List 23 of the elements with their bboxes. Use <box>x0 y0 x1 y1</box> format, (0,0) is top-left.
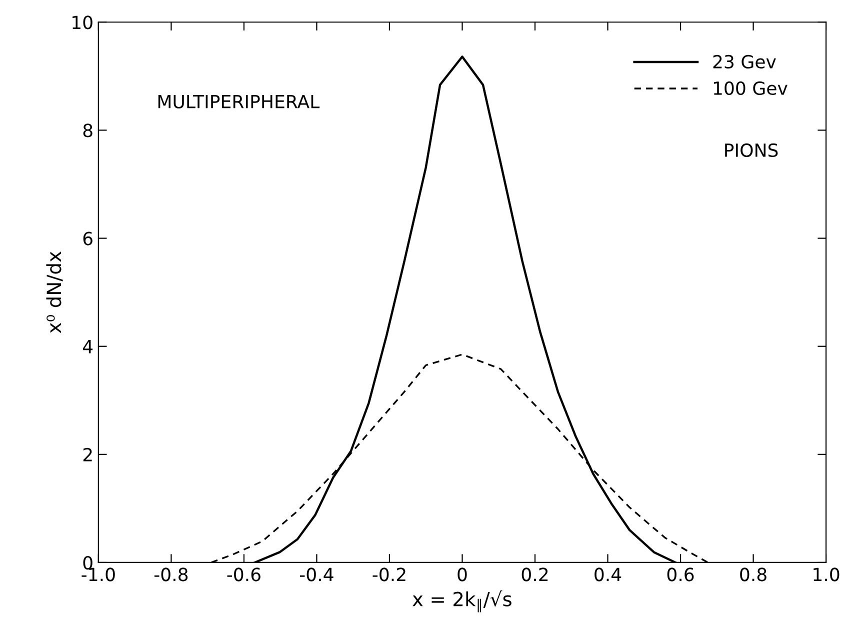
x-tick-label: 1.0 <box>814 568 840 582</box>
y-tick-label: 4 <box>82 340 93 354</box>
x-tick-label: 0.8 <box>740 568 766 582</box>
x-tick-label: 0 <box>458 568 467 582</box>
legend-label: 100 Gev <box>714 81 788 96</box>
x-tick-label: 0.4 <box>594 568 622 582</box>
x-tick-label: -1.0 <box>82 568 115 582</box>
y-tick-label: 6 <box>83 232 92 246</box>
y-tick-label: 10 <box>72 16 92 30</box>
x-tick-label: -0.2 <box>372 568 406 582</box>
y-tick-label: 2 <box>83 448 92 462</box>
y-axis-title: x⁰ dN/dx <box>46 252 63 334</box>
legend-label: 23 Gev <box>713 54 776 69</box>
x-tick-label: -0.8 <box>154 568 188 582</box>
annotation: MULTIPERIPHERAL <box>158 94 320 108</box>
x-tick-label: 0.6 <box>667 568 694 582</box>
x-tick-label: 0.2 <box>522 568 548 582</box>
x-tick-label: -0.6 <box>227 568 260 582</box>
x-axis-title: x = 2k$_{∥}$/√s <box>412 590 512 612</box>
y-tick-label: 8 <box>83 124 92 138</box>
annotation: PIONS <box>725 143 778 158</box>
x-tick-label: -0.4 <box>300 568 334 582</box>
y-tick-label: 0 <box>83 556 92 570</box>
